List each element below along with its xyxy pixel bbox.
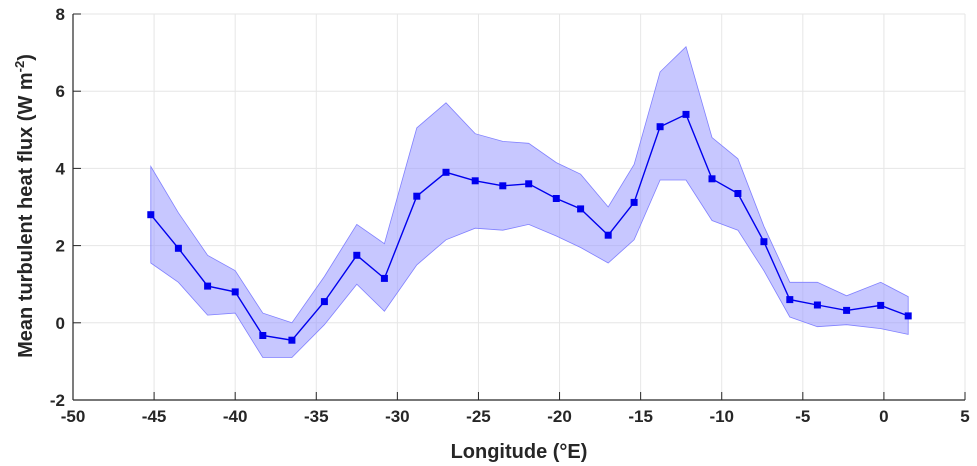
data-line <box>150 113 909 341</box>
data-point-19 <box>682 110 690 118</box>
y-axis-label-superscript: -2 <box>12 61 27 73</box>
uncertainty-band <box>150 46 909 358</box>
x-tick-label-5: -25 <box>466 407 491 426</box>
data-point-12 <box>499 182 507 190</box>
data-point-18 <box>656 123 664 131</box>
data-point-15 <box>577 205 585 213</box>
y-tick-label-2: 2 <box>56 237 65 256</box>
x-tick-label-10: 0 <box>879 407 888 426</box>
data-point-9 <box>413 192 421 200</box>
x-tick-label-4: -30 <box>385 407 410 426</box>
x-tick-label-0: -50 <box>61 407 86 426</box>
y-tick-label-1: 0 <box>56 314 65 333</box>
y-tick-label-3: 4 <box>56 159 66 178</box>
y-axis-label-close: ) <box>15 54 37 61</box>
data-point-13 <box>525 180 533 188</box>
data-point-27 <box>904 312 912 320</box>
confidence-band <box>150 46 909 358</box>
x-tick-label-7: -15 <box>628 407 653 426</box>
data-point-6 <box>320 298 328 306</box>
x-tick-label-8: -10 <box>709 407 734 426</box>
data-point-17 <box>630 198 638 206</box>
x-tick-label-3: -35 <box>304 407 329 426</box>
x-axis-ticks: -50 -45 -40 -35 -30 -25 -20 -15 -10 -5 0 5 <box>61 392 970 426</box>
data-point-1 <box>174 244 182 252</box>
data-point-2 <box>204 282 212 290</box>
x-tick-label-11: 5 <box>960 407 969 426</box>
data-point-8 <box>380 274 388 282</box>
y-axis-label-main: Mean turbulent heat flux (W m <box>15 72 37 358</box>
axes-frame <box>72 14 965 401</box>
y-tick-label-5: 8 <box>56 5 65 24</box>
x-tick-label-1: -45 <box>142 407 167 426</box>
data-point-21 <box>734 190 742 197</box>
data-point-26 <box>877 301 885 309</box>
y-tick-label-4: 6 <box>56 82 65 101</box>
series-line <box>147 110 912 344</box>
data-point-20 <box>708 175 716 183</box>
data-point-22 <box>760 238 768 246</box>
data-point-7 <box>353 251 361 259</box>
data-point-11 <box>471 177 479 185</box>
data-point-14 <box>552 195 560 202</box>
data-point-5 <box>288 336 296 344</box>
y-tick-label-0: -2 <box>50 391 65 410</box>
data-point-23 <box>786 296 794 304</box>
y-axis-label: Mean turbulent heat flux (W m-2) <box>12 54 37 358</box>
data-point-10 <box>442 168 450 176</box>
data-point-25 <box>843 306 851 314</box>
data-point-16 <box>604 231 612 239</box>
x-tick-label-6: -20 <box>547 407 572 426</box>
x-tick-label-9: -5 <box>795 407 810 426</box>
data-point-3 <box>231 288 239 296</box>
x-axis-label: Longitude (°E) <box>451 441 588 463</box>
x-tick-label-2: -40 <box>223 407 248 426</box>
y-axis-ticks: -2 0 2 4 6 8 <box>50 5 81 410</box>
data-point-0 <box>147 211 155 219</box>
data-point-4 <box>259 332 267 339</box>
data-point-24 <box>813 301 821 309</box>
